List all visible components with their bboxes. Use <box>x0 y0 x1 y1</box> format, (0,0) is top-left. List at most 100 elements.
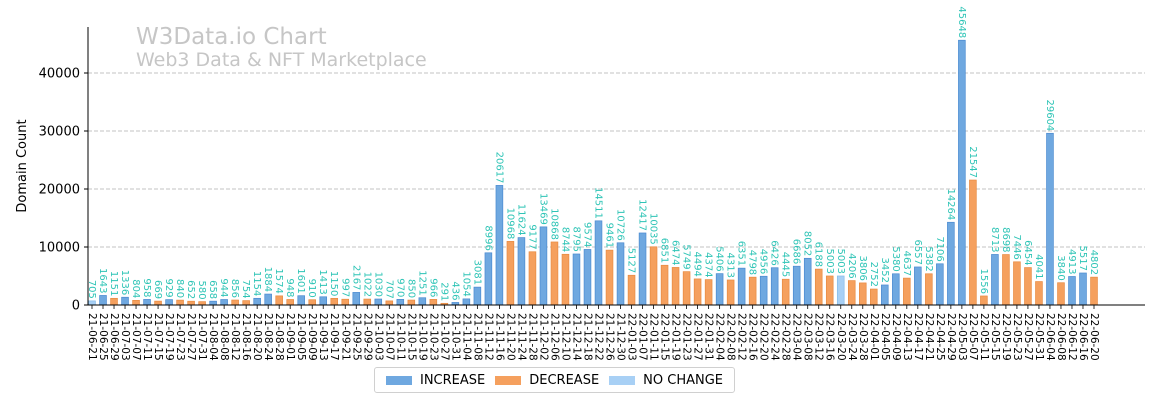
x-tick-label: 21-08-20 <box>251 313 263 361</box>
x-tick-label: 22-01-27 <box>692 313 704 361</box>
data-label: 970 <box>394 278 405 297</box>
x-tick-label: 21-10-19 <box>416 313 428 361</box>
data-label: 20617 <box>493 152 504 184</box>
x-tick-label: 21-10-27 <box>438 313 450 361</box>
x-tick-label: 21-11-24 <box>515 313 527 361</box>
data-label: 580 <box>196 281 207 300</box>
x-tick-label: 21-09-29 <box>361 313 373 361</box>
data-label: 5517 <box>1077 246 1088 271</box>
x-tick-label: 21-07-03 <box>119 313 131 361</box>
data-label: 4374 <box>703 252 714 277</box>
bar-21-10-23 <box>429 299 438 306</box>
data-label: 9177 <box>526 224 537 249</box>
data-label: 10968 <box>504 208 515 240</box>
bar-21-08-04 <box>209 300 217 306</box>
bar-21-08-20 <box>253 297 261 306</box>
data-label: 7446 <box>1011 234 1022 259</box>
x-tick-label: 22-06-16 <box>1077 313 1089 361</box>
data-label: 6426 <box>769 240 780 265</box>
bar-22-05-03 <box>958 39 966 306</box>
x-tick-label: 21-09-13 <box>317 313 329 361</box>
bar-22-04-01 <box>870 288 878 306</box>
bar-21-09-09 <box>308 299 316 306</box>
x-tick-label: 22-05-15 <box>989 313 1001 361</box>
x-tick-label: 22-03-28 <box>857 313 869 361</box>
bar-21-12-06 <box>550 241 559 306</box>
data-label: 804 <box>130 279 141 298</box>
data-label: 4041 <box>1033 254 1044 279</box>
x-tick-label: 22-04-09 <box>890 313 902 361</box>
legend-label-no-change: NO CHANGE <box>643 372 724 388</box>
data-label: 10035 <box>648 213 659 245</box>
bar-22-01-27 <box>693 278 702 306</box>
x-tick-label: 22-04-21 <box>923 313 935 361</box>
data-label: 4494 <box>692 251 703 276</box>
x-tick-label: 21-06-25 <box>97 313 109 361</box>
x-tick-label: 21-09-09 <box>306 313 318 361</box>
data-label: 929 <box>163 279 174 298</box>
data-label: 4802 <box>1088 250 1099 275</box>
x-tick-label: 21-11-20 <box>504 313 516 361</box>
data-label: 8713 <box>989 227 1000 252</box>
data-label: 850 <box>405 279 416 298</box>
bar-22-01-31 <box>704 279 713 306</box>
bar-21-12-22 <box>594 220 603 306</box>
bar-22-03-28 <box>859 282 867 306</box>
bar-22-01-07 <box>638 232 647 306</box>
x-tick-label: 21-10-07 <box>383 313 395 361</box>
x-tick-label: 21-09-17 <box>328 313 340 361</box>
data-label: 958 <box>141 278 152 297</box>
x-tick-label: 22-05-31 <box>1033 313 1045 361</box>
x-tick-label: 21-06-21 <box>86 313 98 361</box>
legend-swatch-no-change <box>609 375 636 385</box>
x-tick-label: 22-01-19 <box>670 313 682 361</box>
bar-22-04-29 <box>947 221 955 306</box>
data-label: 910 <box>306 279 317 298</box>
x-tick-label: 21-10-15 <box>405 313 417 361</box>
x-tick-label: 21-12-18 <box>581 313 593 361</box>
x-tick-label: 21-12-22 <box>593 313 605 361</box>
bar-22-01-11 <box>649 246 658 306</box>
bar-21-11-12 <box>484 252 493 306</box>
data-label: 10726 <box>615 209 626 241</box>
bar-22-05-07 <box>969 179 977 306</box>
x-tick-label: 22-04-05 <box>879 313 891 361</box>
x-tick-label: 22-04-29 <box>945 313 957 361</box>
data-label: 8996 <box>482 225 493 250</box>
x-tick-label: 22-06-20 <box>1088 313 1100 361</box>
data-label: 1336 <box>119 270 130 295</box>
data-label: 6188 <box>813 242 824 267</box>
data-label: 948 <box>284 278 295 297</box>
x-tick-label: 22-01-07 <box>637 313 649 361</box>
bar-21-08-12 <box>231 299 239 306</box>
bar-21-10-19 <box>418 297 427 306</box>
data-label: 45648 <box>956 6 967 38</box>
y-ticks: 0 10000 20000 30000 40000 <box>39 67 88 314</box>
bar-22-03-08 <box>803 257 812 306</box>
data-label: 658 <box>207 280 218 299</box>
x-tick-label: 21-10-31 <box>449 313 461 361</box>
data-label: 856 <box>229 279 240 298</box>
data-label: 840 <box>174 279 185 298</box>
bar-21-09-29 <box>363 298 372 306</box>
bar-22-02-08 <box>726 279 735 306</box>
y-tick-label: 30000 <box>39 125 80 140</box>
bar-22-03-24 <box>847 280 856 306</box>
data-label: 9574 <box>581 222 592 247</box>
bar-22-06-20 <box>1090 276 1098 306</box>
data-label: 2752 <box>868 262 879 287</box>
x-tick-label: 21-10-11 <box>394 313 406 361</box>
data-label: 1054 <box>460 271 471 296</box>
data-label: 966 <box>427 278 438 297</box>
bar-22-06-16 <box>1079 272 1087 306</box>
data-label: 3452 <box>879 258 890 283</box>
bar-22-04-25 <box>936 263 944 306</box>
bar-22-01-15 <box>660 264 669 306</box>
x-tick-label: 22-05-23 <box>1011 313 1023 361</box>
bar-22-04-09 <box>892 273 900 306</box>
x-tick-label: 21-10-03 <box>372 313 384 361</box>
x-tick-label: 22-03-08 <box>802 313 814 361</box>
y-tick-label: 20000 <box>39 183 80 198</box>
x-ticks: 21-06-21 21-06-25 21-06-29 21-07-03 21-07-07… <box>86 305 1100 361</box>
